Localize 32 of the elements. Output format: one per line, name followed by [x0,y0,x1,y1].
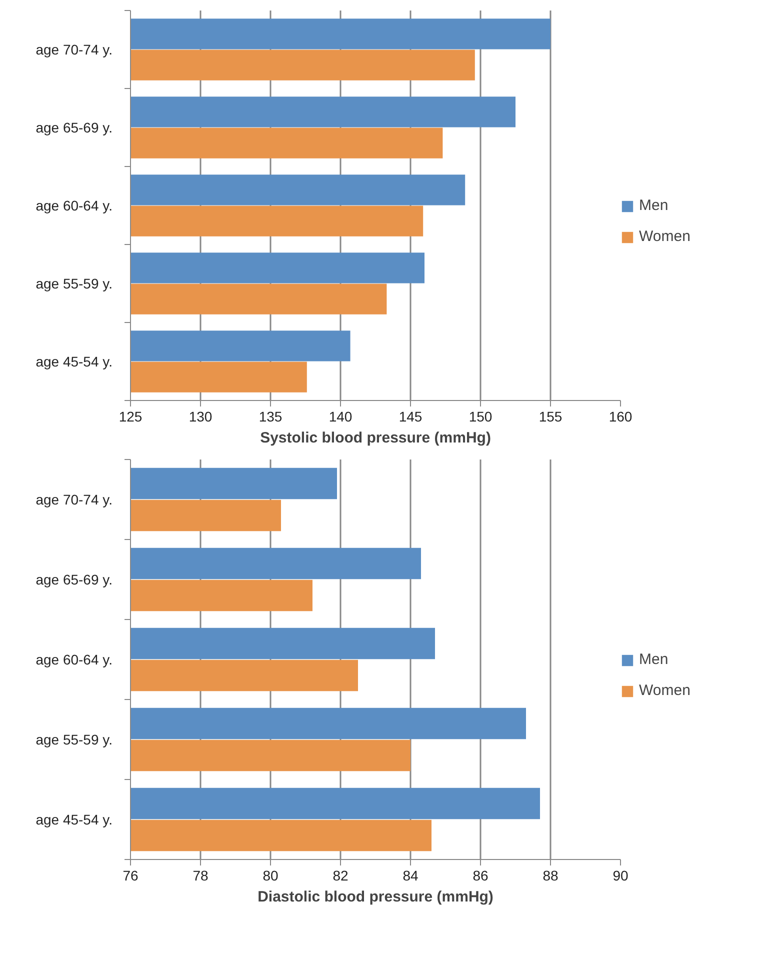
x-tick-label: 125 [118,408,142,424]
x-axis-title: Systolic blood pressure (mmHg) [260,430,491,446]
x-tick-label: 90 [612,868,628,884]
x-tick-label: 82 [332,868,348,884]
y-tick-label: age 45-54 y. [36,812,112,828]
legend-label: Men [639,651,668,668]
y-tick-label: age 45-54 y. [36,354,112,370]
x-tick-label: 84 [402,868,418,884]
y-tick-label: age 70-74 y. [36,42,112,58]
legend-label: Men [639,197,668,214]
y-tick-label: age 55-59 y. [36,732,112,748]
y-tick-label: age 65-69 y. [36,572,112,588]
x-tick-label: 150 [468,408,492,424]
x-tick-label: 86 [472,868,488,884]
x-tick-label: 155 [538,408,562,424]
y-tick-label: age 60-64 y. [36,652,112,668]
y-tick-label: age 70-74 y. [36,492,112,508]
y-tick-label: age 65-69 y. [36,120,112,136]
legend-label: Women [639,228,690,245]
x-tick-label: 135 [258,408,282,424]
x-axis-title: Diastolic blood pressure (mmHg) [258,888,494,906]
x-tick-label: 160 [608,408,632,424]
x-tick-label: 80 [262,868,278,884]
x-tick-label: 145 [398,408,422,424]
x-tick-label: 140 [328,408,352,424]
y-tick-label: age 60-64 y. [36,198,112,214]
y-tick-label: age 55-59 y. [36,276,112,292]
x-tick-label: 88 [542,868,558,884]
x-tick-label: 130 [188,408,212,424]
legend-label: Women [639,682,690,699]
x-tick-label: 78 [192,868,208,884]
x-tick-label: 76 [122,868,138,884]
